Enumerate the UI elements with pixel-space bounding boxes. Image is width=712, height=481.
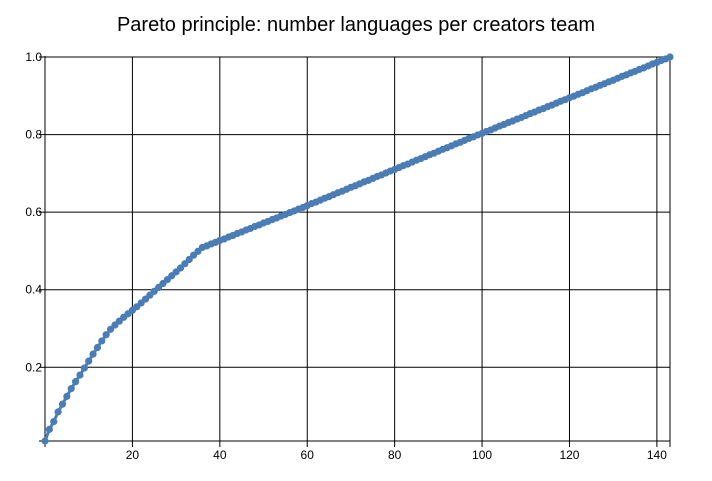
data-points	[41, 53, 674, 445]
data-point	[54, 408, 62, 416]
x-tick-label: 80	[388, 448, 402, 462]
x-tick-label: 60	[301, 448, 315, 462]
data-point	[93, 343, 102, 352]
data-point	[102, 331, 110, 339]
y-tick-label: 0.4	[25, 283, 42, 297]
x-tick-label: 140	[647, 448, 667, 462]
y-tick-label: 0.6	[25, 205, 42, 219]
y-tick-label: 0.2	[25, 360, 42, 374]
data-point	[50, 418, 58, 426]
x-tick-label: 100	[472, 448, 492, 462]
grid-lines	[45, 56, 670, 441]
x-tick-label: 120	[559, 448, 579, 462]
chart-title: Pareto principle: number languages per c…	[116, 14, 596, 36]
data-point	[98, 337, 106, 345]
axis-frame	[44, 56, 670, 442]
data-point	[63, 392, 71, 400]
y-tick-label: 0.8	[25, 128, 42, 142]
data-point	[71, 378, 80, 386]
data-point	[67, 385, 75, 393]
data-point	[45, 425, 53, 433]
data-point	[85, 357, 93, 365]
data-point	[80, 364, 88, 372]
y-tick-label: 1.0	[25, 50, 42, 64]
tick-labels: 20 40 60 80 100 120 140 0.2 0.4 0.6 0.8 1.0	[25, 50, 667, 462]
x-tick-label: 40	[213, 448, 227, 462]
data-point	[89, 350, 97, 358]
data-point	[666, 53, 674, 61]
axes	[39, 56, 671, 447]
data-point	[41, 437, 49, 445]
x-tick-label: 20	[126, 448, 140, 462]
data-point	[76, 371, 84, 379]
data-point	[58, 400, 67, 408]
series-line	[43, 55, 671, 442]
